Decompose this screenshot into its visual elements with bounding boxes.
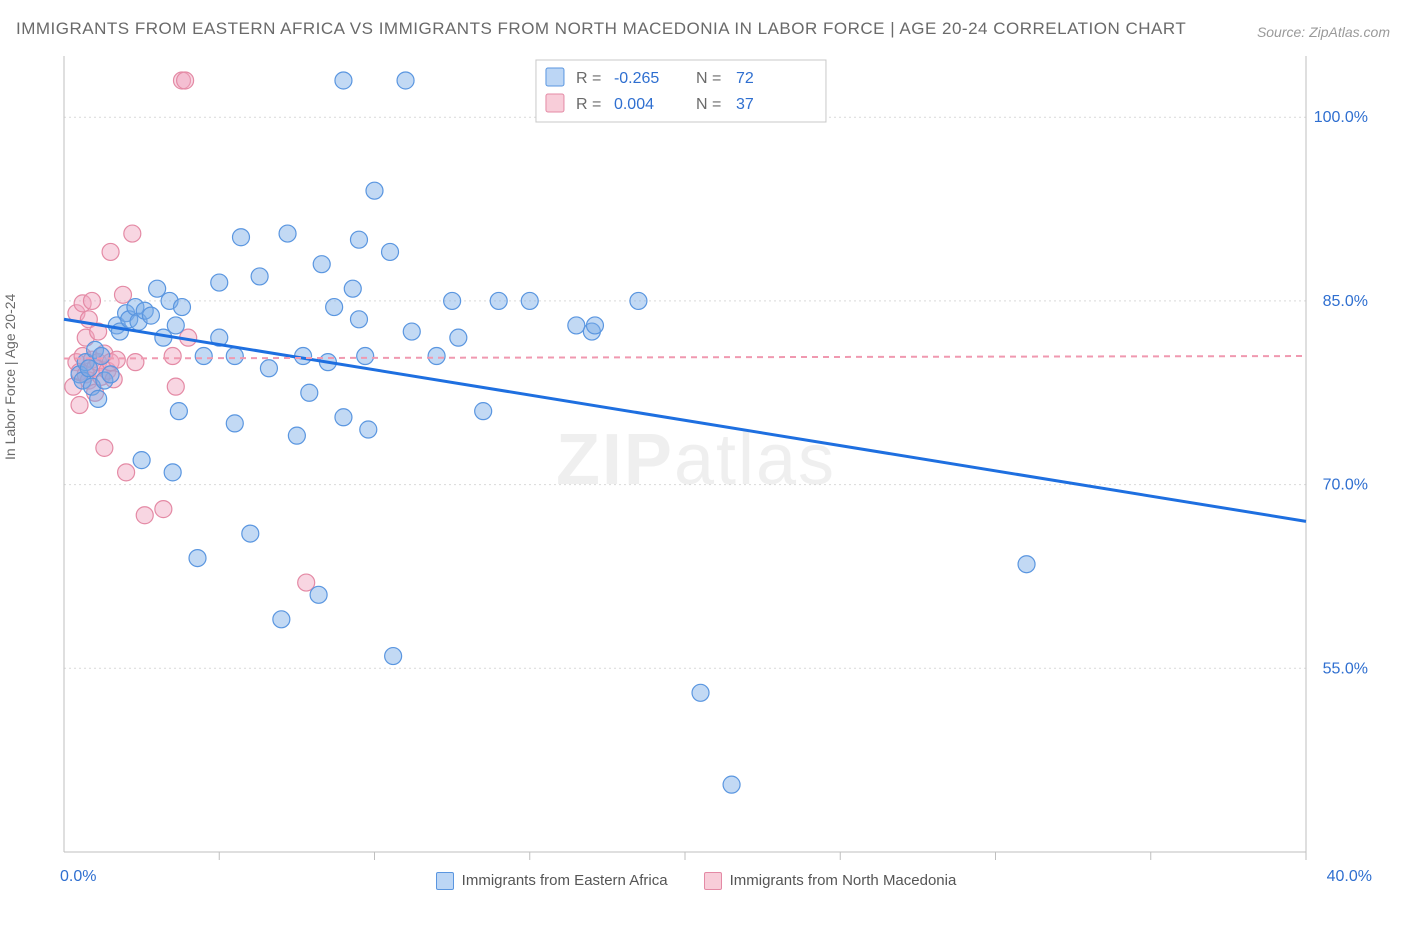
legend-item: Immigrants from North Macedonia — [704, 872, 957, 890]
chart-svg: 55.0% 70.0% 85.0% 100.0% R = -0.265 N = 72 R = 0.… — [16, 50, 1376, 870]
legend-label: Immigrants from North Macedonia — [730, 872, 957, 889]
svg-text:N =: N = — [696, 96, 721, 113]
chart-title: IMMIGRANTS FROM EASTERN AFRICA VS IMMIGR… — [16, 16, 1257, 42]
source-label: Source: ZipAtlas.com — [1257, 24, 1390, 42]
svg-text:N =: N = — [696, 70, 721, 87]
svg-text:100.0%: 100.0% — [1314, 109, 1368, 126]
legend-swatch — [436, 872, 454, 890]
y-axis-label: In Labor Force | Age 20-24 — [2, 293, 18, 459]
legend-item: Immigrants from Eastern Africa — [436, 872, 668, 890]
bottom-legend: Immigrants from Eastern Africa Immigrants… — [16, 872, 1376, 890]
svg-text:R =: R = — [576, 70, 601, 87]
title-row: IMMIGRANTS FROM EASTERN AFRICA VS IMMIGR… — [16, 16, 1390, 42]
svg-text:-0.265: -0.265 — [614, 70, 659, 87]
chart-container: IMMIGRANTS FROM EASTERN AFRICA VS IMMIGR… — [16, 16, 1390, 886]
plot-area: In Labor Force | Age 20-24 55.0%70.0%85.… — [16, 50, 1376, 870]
svg-text:70.0%: 70.0% — [1323, 476, 1368, 493]
svg-text:55.0%: 55.0% — [1323, 660, 1368, 677]
legend-swatch — [704, 872, 722, 890]
svg-text:85.0%: 85.0% — [1323, 292, 1368, 309]
svg-text:37: 37 — [736, 96, 754, 113]
svg-text:0.004: 0.004 — [614, 96, 654, 113]
legend-label: Immigrants from Eastern Africa — [462, 872, 668, 889]
svg-text:72: 72 — [736, 70, 754, 87]
svg-text:R =: R = — [576, 96, 601, 113]
